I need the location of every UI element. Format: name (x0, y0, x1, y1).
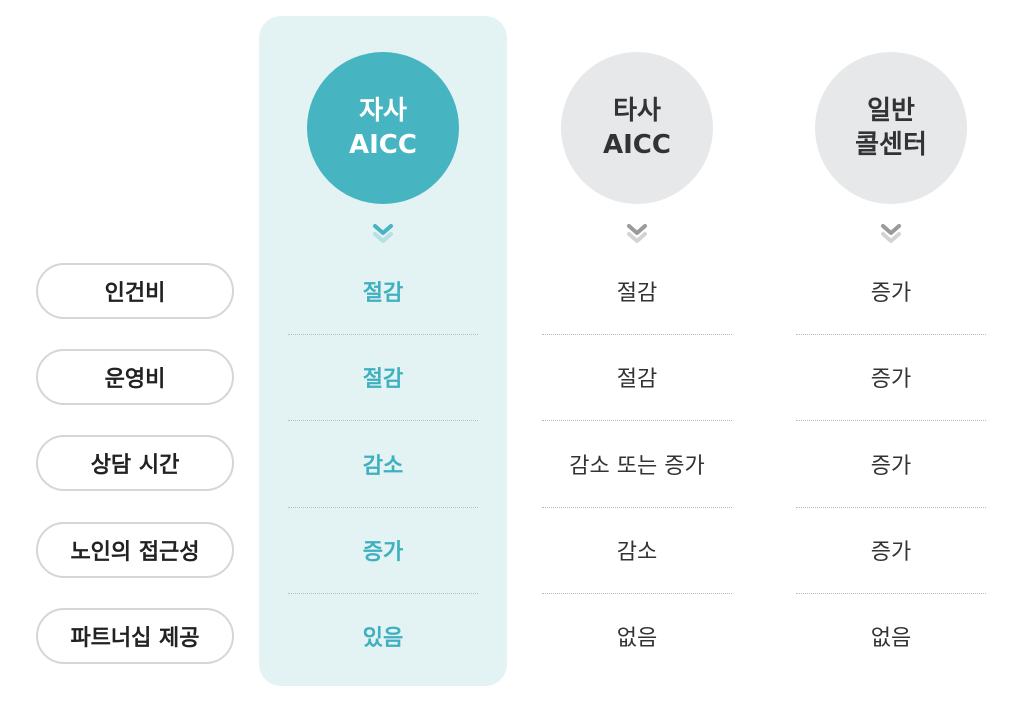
cell-value: 증가 (362, 540, 404, 565)
column-header-ours: 자사 AICC (307, 52, 459, 204)
row-divider (542, 334, 732, 335)
column-header-line1: 일반 (867, 96, 915, 126)
row-label-operating-cost: 운영비 (36, 349, 234, 405)
cell-value: 증가 (870, 367, 912, 392)
cell-value: 없음 (870, 626, 912, 651)
row-divider (288, 334, 478, 335)
row-divider (796, 420, 986, 421)
column-header-general: 일반 콜센터 (815, 52, 967, 204)
row-label-labor-cost: 인건비 (36, 263, 234, 319)
row-divider (542, 593, 732, 594)
cell-value: 감소 (362, 454, 404, 479)
cell-value: 있음 (362, 626, 404, 651)
row-divider (288, 420, 478, 421)
cell-value: 증가 (870, 540, 912, 565)
column-header-line2: AICC (603, 130, 671, 160)
row-divider (796, 507, 986, 508)
row-divider (542, 507, 732, 508)
column-header-line2: AICC (349, 130, 417, 160)
column-header-line1: 자사 (359, 96, 407, 126)
column-header-competitor: 타사 AICC (561, 52, 713, 204)
row-label-consult-time: 상담 시간 (36, 435, 234, 491)
column-header-line1: 타사 (613, 96, 661, 126)
cell-value: 없음 (616, 626, 658, 651)
cell-value: 절감 (362, 281, 404, 306)
cell-value: 절감 (362, 367, 404, 392)
row-label-partnership: 파트너십 제공 (36, 608, 234, 664)
row-divider (542, 420, 732, 421)
row-divider (796, 593, 986, 594)
cell-value: 감소 또는 증가 (569, 454, 705, 479)
double-chevron-down-icon (881, 224, 901, 243)
cell-value: 증가 (870, 281, 912, 306)
cell-value: 절감 (616, 367, 658, 392)
row-divider (288, 507, 478, 508)
cell-value: 절감 (616, 281, 658, 306)
double-chevron-down-icon (373, 224, 393, 243)
double-chevron-down-icon (627, 224, 647, 243)
row-divider (288, 593, 478, 594)
column-header-line2: 콜센터 (855, 130, 927, 160)
row-label-senior-access: 노인의 접근성 (36, 522, 234, 578)
cell-value: 증가 (870, 454, 912, 479)
cell-value: 감소 (616, 540, 658, 565)
row-divider (796, 334, 986, 335)
